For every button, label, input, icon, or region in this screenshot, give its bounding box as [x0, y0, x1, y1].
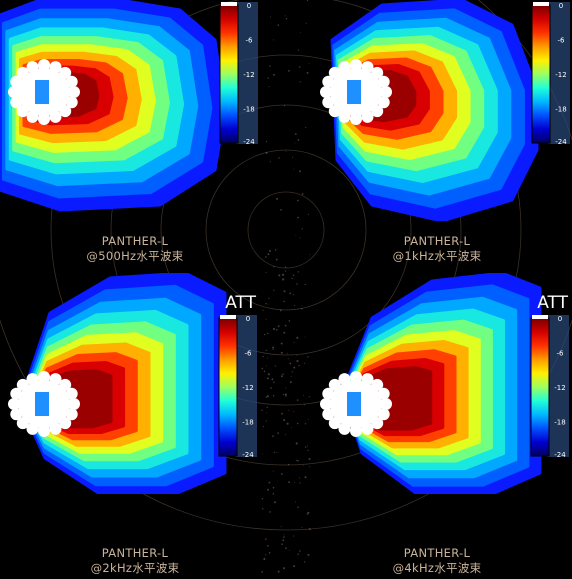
caption-model: PANTHER-L	[101, 546, 169, 560]
colorbar-tick-strip	[547, 315, 569, 457]
beam-panel-500hz: 0 -6 -12 -18 -24	[0, 0, 260, 221]
driver-icon	[35, 392, 49, 416]
panel-caption: PANTHER-L @1kHz水平波束	[307, 234, 567, 264]
colorbar-tick-label: -6	[246, 37, 254, 45]
colorbar-tick-label: -12	[243, 71, 254, 79]
beam-contours	[18, 273, 227, 494]
driver-icon	[35, 80, 49, 104]
legend-title: ATT	[537, 293, 568, 313]
caption-model: PANTHER-L	[403, 546, 471, 560]
driver-icon	[347, 392, 361, 416]
caption-model: PANTHER-L	[403, 234, 471, 248]
panel-caption: PANTHER-L @4kHz水平波束	[307, 546, 567, 576]
colorbar-tick-label: -6	[557, 350, 565, 358]
beam-panel-2khz: 0 -6 -12 -18 -24 ATT	[0, 273, 260, 494]
colorbar-tick-label: -12	[555, 71, 566, 79]
heatmap-plot: 0 -6 -12 -18 -24	[0, 0, 258, 212]
colorbar	[530, 317, 550, 457]
heatmap-plot: 0 -6 -12 -18 -24	[320, 273, 569, 494]
colorbar-tick-label: -18	[243, 106, 254, 114]
colorbar-tick-label: -18	[242, 419, 253, 427]
colorbar	[531, 4, 551, 144]
colorbar-tick-label: 0	[559, 2, 563, 10]
colorbar-tick-label: -6	[245, 350, 253, 358]
caption-frequency: @500Hz水平波束	[86, 249, 184, 263]
beam-panel-1khz: 0 -6 -12 -18 -24	[312, 0, 572, 221]
heatmap-plot: 0 -6 -12 -18 -24	[8, 273, 257, 494]
colorbar-tick-strip	[235, 315, 257, 457]
beam-panel-4khz: 0 -6 -12 -18 -24 ATT	[312, 273, 572, 494]
colorbar-tick-label: -18	[555, 106, 566, 114]
colorbar-tick-label: -24	[555, 138, 567, 146]
speaker-icon	[320, 371, 392, 437]
speaker-icon	[320, 59, 392, 125]
colorbar-tick-label: -24	[554, 451, 566, 459]
colorbar-tick-label: -12	[554, 384, 565, 392]
caption-frequency: @4kHz水平波束	[392, 561, 482, 575]
colorbar-tick-strip	[236, 2, 258, 144]
colorbar-tick-strip	[548, 2, 570, 144]
colorbar	[219, 4, 239, 144]
panel-caption: PANTHER-L @2kHz水平波束	[5, 546, 265, 576]
caption-frequency: @2kHz水平波束	[90, 561, 180, 575]
caption-model: PANTHER-L	[101, 234, 169, 248]
colorbar-tick-label: -24	[243, 138, 255, 146]
colorbar-tick-label: -6	[558, 37, 566, 45]
colorbar-tick-label: -24	[242, 451, 254, 459]
colorbar-tick-label: -12	[242, 384, 253, 392]
colorbar-tick-label: 0	[247, 2, 251, 10]
speaker-icon	[8, 371, 80, 437]
colorbar-tick-label: -18	[554, 419, 565, 427]
driver-icon	[347, 80, 361, 104]
caption-frequency: @1kHz水平波束	[392, 249, 482, 263]
colorbar-tick-label: 0	[246, 315, 250, 323]
colorbar	[218, 317, 238, 457]
panel-caption: PANTHER-L @500Hz水平波束	[5, 234, 265, 264]
speaker-icon	[8, 59, 80, 125]
legend-title: ATT	[225, 293, 256, 313]
colorbar-tick-label: 0	[558, 315, 562, 323]
heatmap-plot: 0 -6 -12 -18 -24	[320, 0, 570, 221]
